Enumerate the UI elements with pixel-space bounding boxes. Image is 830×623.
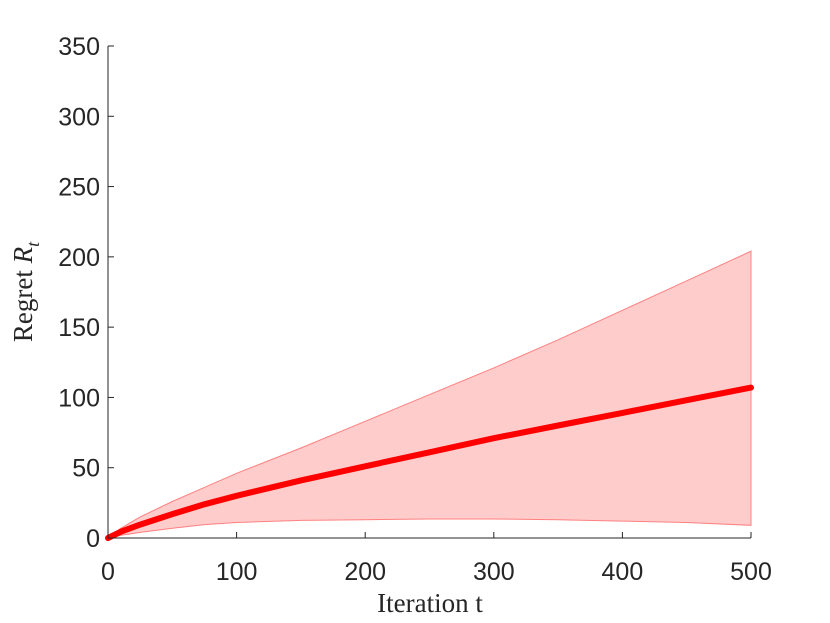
y-axis-title-text: Regret <box>8 263 38 342</box>
y-axis-title: Regret Rt <box>8 241 43 342</box>
y-tick-label: 0 <box>86 525 100 553</box>
y-tick-label: 200 <box>58 244 100 272</box>
confidence-band-layer <box>107 250 752 539</box>
x-tick-label: 0 <box>101 558 115 586</box>
confidence-band <box>107 250 752 539</box>
x-tick-label: 200 <box>344 558 386 586</box>
x-tick-label: 100 <box>216 558 258 586</box>
y-tick-label: 350 <box>58 33 100 61</box>
x-tick-label: 500 <box>730 558 772 586</box>
y-axis-title-sub: t <box>23 241 43 247</box>
y-tick-label: 50 <box>72 455 100 483</box>
x-tick-label: 300 <box>473 558 515 586</box>
y-tick-label: 300 <box>58 103 100 131</box>
y-axis-ticks: 0 50 100 150 200 250 300 350 <box>58 33 114 553</box>
mean-regret-line <box>105 384 754 541</box>
x-axis-title: Iteration t <box>377 588 483 618</box>
y-tick-label: 250 <box>58 174 100 202</box>
x-tick-label: 400 <box>602 558 644 586</box>
y-tick-label: 150 <box>58 314 100 342</box>
y-tick-label: 100 <box>58 384 100 412</box>
axes <box>107 46 751 539</box>
x-axis-ticks: 0 100 200 300 400 500 <box>101 532 772 586</box>
y-axis-title-var: R <box>8 246 38 264</box>
mean-line-layer <box>105 384 754 541</box>
